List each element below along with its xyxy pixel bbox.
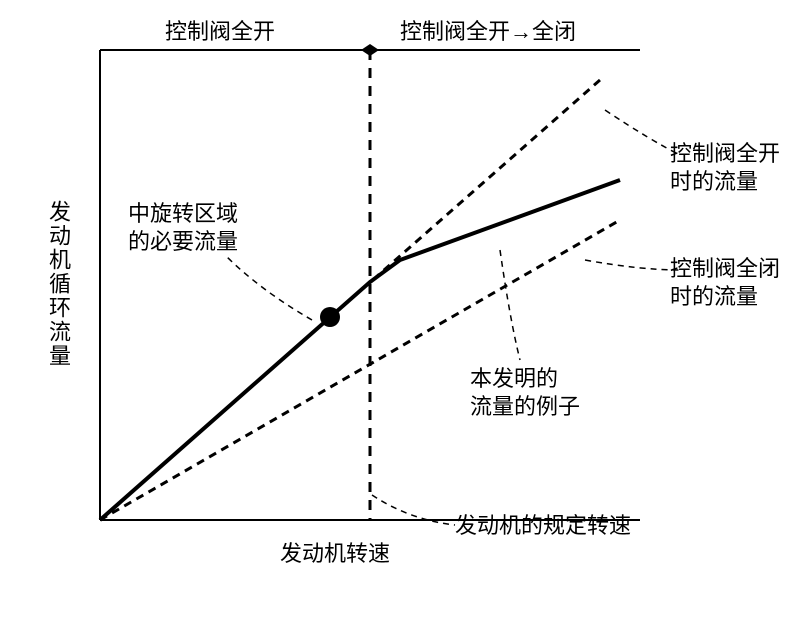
label-invention: 本发明的 流量的例子 — [470, 365, 580, 420]
label-valve-closed: 控制阀全闭 时的流量 — [670, 255, 780, 310]
leader-invention — [500, 250, 520, 360]
leader-marker — [225, 255, 312, 320]
y-axis-label: 发动机循环流量 — [42, 200, 74, 368]
leader-open — [605, 110, 680, 155]
label-divider: 发动机的规定转速 — [455, 512, 631, 540]
label-valve-open: 控制阀全开 时的流量 — [670, 140, 780, 195]
x-axis-label: 发动机转速 — [280, 540, 390, 568]
chart-container: 发动机循环流量 发动机转速 控制阀全开 控制阀全开→全闭 控制阀全开 时的流量 … — [0, 0, 800, 626]
top-region-right: 控制阀全开→全闭 — [400, 18, 576, 46]
chart-svg — [0, 0, 800, 626]
top-region-left: 控制阀全开 — [165, 18, 275, 46]
leader-closed — [585, 260, 680, 270]
label-marker: 中旋转区域 的必要流量 — [128, 200, 238, 255]
divider-top-marker — [361, 44, 379, 56]
marker-dot — [320, 307, 340, 327]
